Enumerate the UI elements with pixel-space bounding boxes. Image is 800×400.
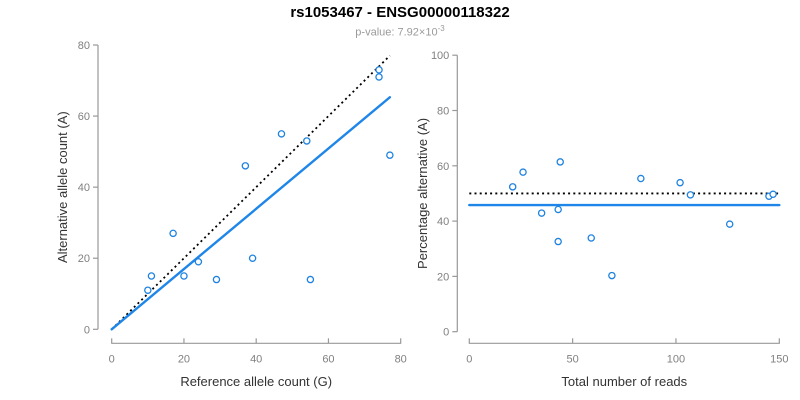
y-tick-label: 40 — [78, 182, 90, 194]
x-tick-label: 150 — [770, 353, 788, 365]
x-axis-title: Reference allele count (G) — [180, 374, 332, 389]
x-tick-label: 40 — [250, 353, 262, 365]
y-tick-label: 0 — [84, 324, 90, 336]
data-point — [769, 190, 777, 199]
data-point — [554, 237, 562, 246]
data-point — [306, 275, 315, 284]
y-tick-label: 40 — [437, 216, 449, 228]
y-axis-title: Percentage alternative (A) — [415, 118, 430, 269]
y-tick-label: 60 — [78, 111, 90, 123]
figure-subtitle: p-value: 7.92×10-3 — [0, 24, 800, 39]
x-tick-label: 100 — [667, 353, 685, 365]
data-point — [375, 66, 383, 74]
data-point — [608, 271, 616, 280]
data-point — [169, 229, 177, 238]
data-point — [375, 73, 383, 81]
pvalue-exponent: -3 — [437, 24, 445, 33]
data-point — [508, 183, 517, 191]
y-tick-label: 80 — [78, 40, 90, 52]
pvalue-text: p-value: 7.92×10 — [355, 26, 438, 39]
y-tick-label: 20 — [78, 253, 90, 265]
x-tick-label: 60 — [322, 353, 334, 365]
data-point — [241, 162, 250, 170]
data-point — [180, 272, 188, 280]
data-point — [144, 286, 152, 294]
data-point — [686, 191, 695, 199]
x-tick-label: 0 — [109, 353, 115, 365]
y-tick-label: 60 — [437, 161, 449, 173]
data-point — [519, 168, 527, 176]
data-point — [194, 258, 203, 266]
y-tick-label: 0 — [443, 327, 449, 339]
data-point — [587, 234, 595, 242]
data-point — [556, 158, 564, 166]
data-point — [147, 272, 156, 280]
y-tick-label: 20 — [437, 271, 449, 283]
data-point — [277, 130, 286, 138]
x-axis-title: Total number of reads — [561, 374, 687, 389]
y-axis-title: Alternative allele count (A) — [55, 111, 70, 263]
x-tick-label: 80 — [395, 353, 407, 365]
data-point — [676, 178, 684, 187]
y-tick-label: 80 — [437, 106, 449, 118]
data-point — [303, 137, 311, 145]
identity-line — [111, 55, 391, 330]
x-tick-label: 50 — [567, 353, 579, 365]
data-point — [537, 209, 546, 217]
data-point — [386, 151, 394, 159]
data-point — [248, 254, 257, 262]
x-tick-label: 20 — [178, 353, 190, 365]
y-tick-label: 100 — [431, 50, 449, 62]
figure-title: rs1053467 - ENSG00000118322 — [290, 4, 510, 21]
regression-line — [110, 96, 392, 331]
data-point — [554, 205, 562, 214]
x-tick-label: 0 — [466, 353, 472, 365]
data-point — [212, 275, 221, 284]
data-point — [725, 220, 734, 228]
data-point — [637, 174, 645, 183]
